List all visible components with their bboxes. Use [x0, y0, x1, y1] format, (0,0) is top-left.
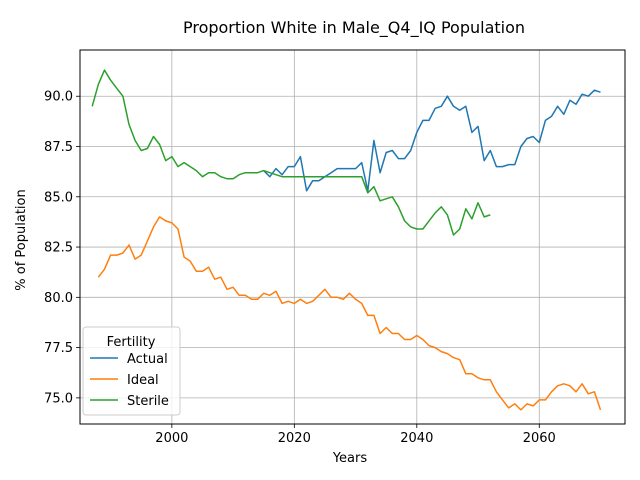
grid-lines [80, 50, 625, 424]
y-tick-label: 77.5 [44, 341, 73, 356]
axis-ticks: 2000 2020 2040 2060 75.0 77.5 80.0 82.5 85.0 87.5… [44, 90, 556, 446]
y-tick-label: 80.0 [44, 291, 73, 306]
x-tick-label: 2060 [523, 431, 556, 446]
y-tick-label: 90.0 [44, 90, 73, 105]
y-tick-label: 87.5 [44, 140, 73, 155]
x-tick-label: 2000 [155, 431, 188, 446]
axes-frame [79, 49, 626, 425]
x-tick-label: 2040 [400, 431, 433, 446]
series-line-sterile [91, 69, 491, 236]
y-tick-label: 85.0 [44, 190, 73, 205]
series-line-ideal [97, 216, 602, 411]
series-line-actual [263, 89, 601, 192]
x-axis-label: Years [332, 451, 368, 466]
legend: Fertility Actual Ideal Sterile [82, 326, 181, 416]
legend-label-actual: Actual [127, 352, 168, 367]
y-axis-label: % of Population [14, 189, 29, 290]
series-lines [91, 69, 602, 411]
legend-box [82, 326, 181, 416]
legend-entries: Actual Ideal Sterile [90, 352, 169, 409]
legend-title: Fertility [107, 335, 156, 350]
chart-title: Proportion White in Male_Q4_IQ Populatio… [183, 18, 525, 38]
y-tick-label: 82.5 [44, 241, 73, 256]
legend-label-ideal: Ideal [127, 373, 159, 388]
y-tick-label: 75.0 [44, 391, 73, 406]
legend-label-sterile: Sterile [127, 394, 169, 409]
x-tick-label: 2020 [278, 431, 311, 446]
